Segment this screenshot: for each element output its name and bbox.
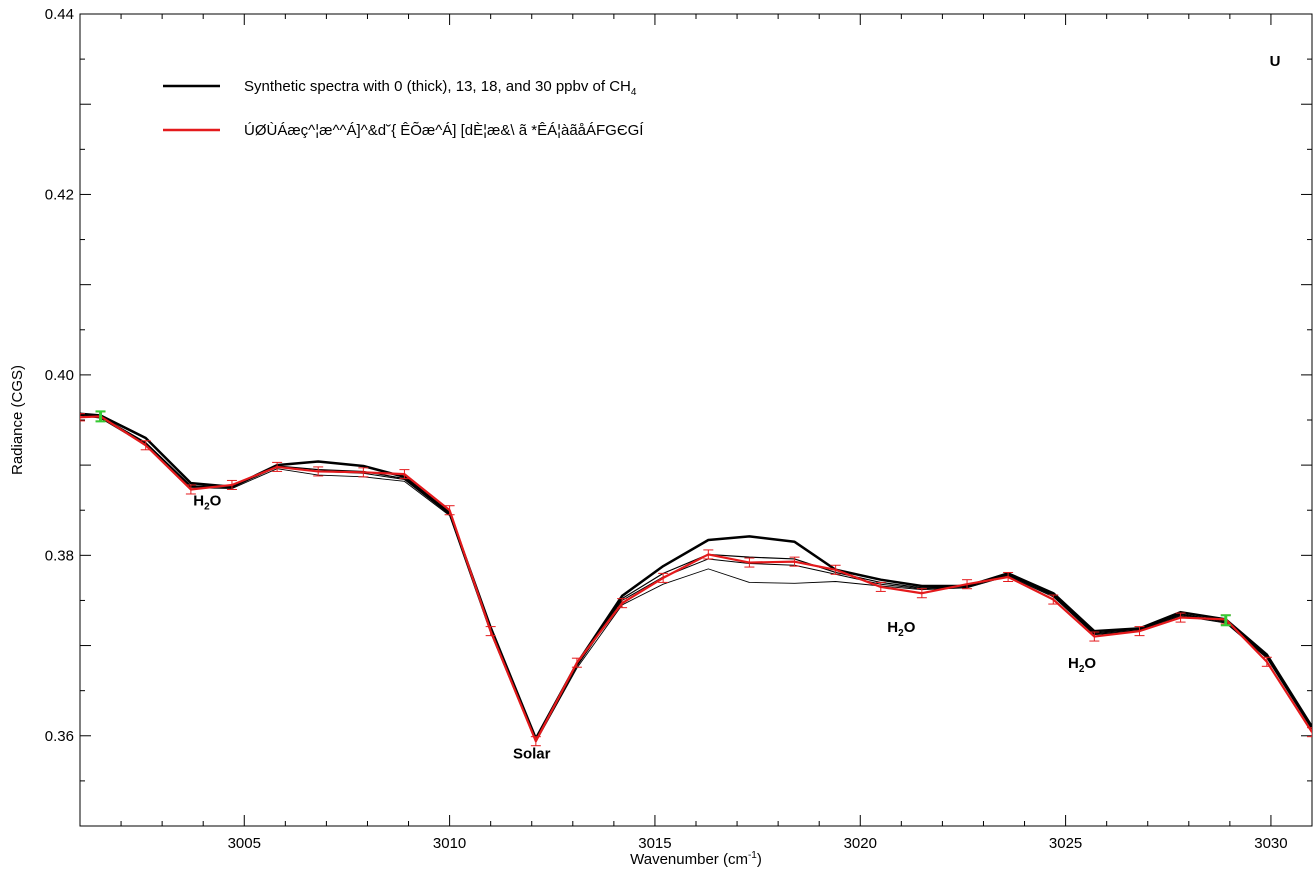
y-tick-label: 0.42: [45, 186, 74, 203]
axes: 3005 3010 3015 3020 3025 3030 0.36 0.38 0.40 0.42…: [9, 6, 1313, 868]
x-tick-label: 3030: [1254, 835, 1287, 852]
series-line-3: [80, 415, 1312, 743]
y-tick-label: 0.36: [45, 728, 74, 745]
annotation-label: H2O: [887, 619, 915, 639]
x-tick-label: 3025: [1049, 835, 1082, 852]
series-line-1: [80, 413, 1312, 741]
x-axis-title: Wavenumber (cm-1): [630, 850, 762, 868]
series-line-4: [80, 415, 1312, 743]
series-lines: [80, 410, 1312, 747]
y-tick-label: 0.40: [45, 367, 74, 384]
annotation-label: H2O: [193, 493, 221, 513]
annotation-label: Solar: [513, 745, 551, 762]
series-line-2: [80, 414, 1312, 742]
x-tick-label: 3015: [638, 835, 671, 852]
legend-entry: Synthetic spectra with 0 (thick), 13, 18…: [244, 78, 637, 98]
corner-label: U: [1270, 53, 1281, 70]
annotation-label: H2O: [1068, 655, 1096, 675]
y-axis-title: Radiance (CGS): [9, 365, 26, 475]
legend-entry: ÚØÙÁæç^¦æ^^Á]^&d˘{ ÊÕæ^Á] [dÈ¦æ&\ ã *ÊÁ¦…: [244, 122, 644, 139]
legend: Synthetic spectra with 0 (thick), 13, 18…: [163, 78, 644, 139]
x-tick-label: 3010: [433, 835, 466, 852]
y-tick-label: 0.44: [45, 6, 74, 23]
y-tick-label: 0.38: [45, 547, 74, 564]
x-tick-label: 3005: [228, 835, 261, 852]
series-line-0: [80, 412, 1312, 740]
x-tick-label: 3020: [844, 835, 877, 852]
annotations: H2O Solar H2O H2O U: [193, 53, 1280, 762]
